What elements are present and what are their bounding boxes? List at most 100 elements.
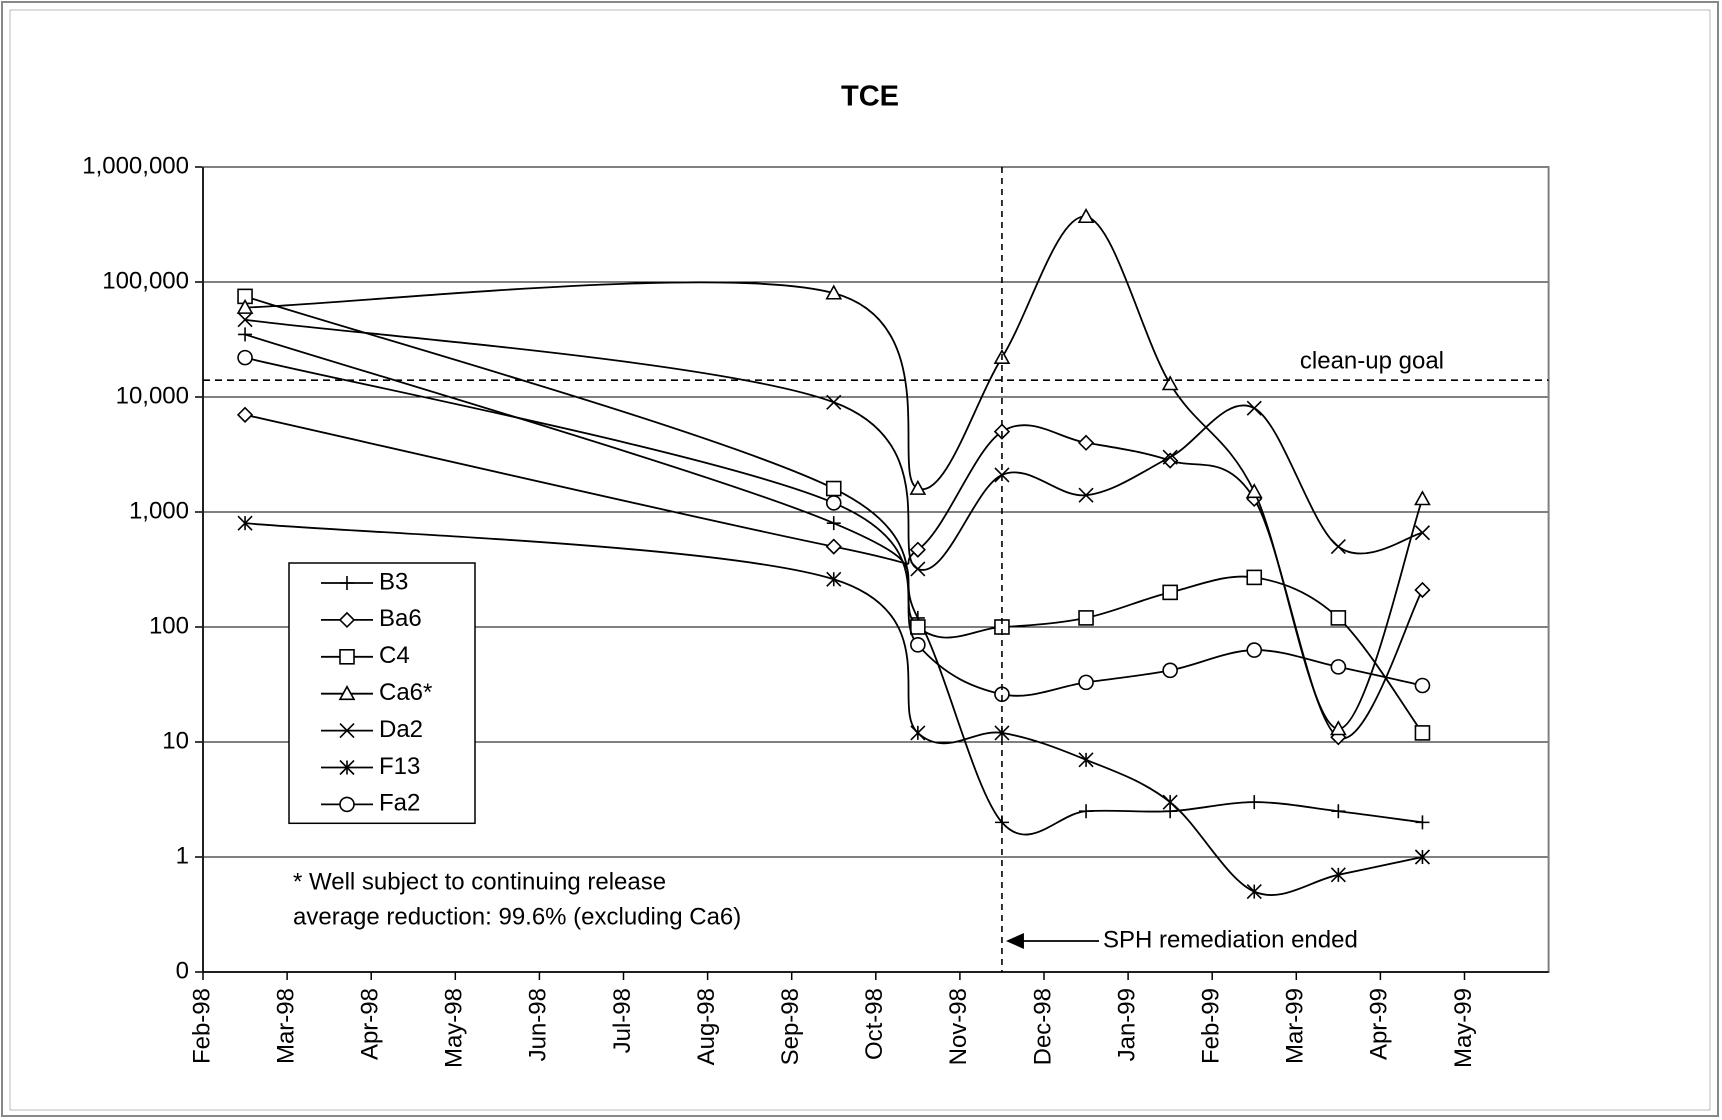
- marker: [339, 759, 355, 776]
- marker: [339, 723, 355, 739]
- note: * Well subject to continuing release: [293, 868, 666, 895]
- x-tick-label: Mar-99: [1282, 988, 1309, 1064]
- marker: [1246, 884, 1262, 900]
- marker: [1079, 804, 1094, 819]
- marker: [1246, 642, 1263, 658]
- y-tick-label: 1,000,000: [82, 152, 189, 179]
- remediation-arrow-head: [1005, 933, 1024, 949]
- x-tick-label: Apr-98: [357, 988, 384, 1060]
- marker: [1162, 662, 1178, 679]
- legend-box: [288, 562, 476, 825]
- marker: [826, 571, 842, 587]
- y-tick-label: 10: [162, 727, 189, 754]
- x-tick-label: Feb-99: [1198, 988, 1225, 1064]
- marker: [1078, 674, 1094, 691]
- y-tick-label: 10,000: [116, 382, 189, 409]
- marker: [1078, 752, 1094, 768]
- marker: [1414, 677, 1431, 694]
- marker: [1414, 525, 1431, 541]
- series-line: [245, 215, 1424, 730]
- marker: [1077, 434, 1095, 451]
- x-tick-label: Mar-98: [272, 988, 299, 1064]
- legend-label: Ba6: [379, 605, 422, 632]
- marker: [1330, 610, 1347, 626]
- marker: [339, 796, 355, 813]
- marker: [1331, 804, 1346, 819]
- x-tick-label: Aug-98: [693, 988, 720, 1065]
- legend: B3 Ba6 C4 Ca6* Da2 F13 Fa2: [288, 562, 476, 825]
- x-tick-label: Jan-99: [1113, 988, 1140, 1061]
- x-tick-label: Sep-98: [777, 988, 804, 1065]
- inner-frame: [9, 9, 1711, 1111]
- marker: [1246, 569, 1263, 586]
- marker: [994, 467, 1010, 483]
- cleanup-goal-label: clean-up goal: [1300, 348, 1444, 375]
- marker: [1329, 720, 1347, 736]
- legend-label: Fa2: [379, 790, 420, 817]
- marker: [1414, 725, 1431, 741]
- marker: [236, 298, 254, 314]
- marker: [340, 576, 354, 590]
- marker: [1414, 581, 1431, 599]
- x-tick-label: Oct-98: [861, 988, 888, 1060]
- y-tick-label: 0: [176, 957, 189, 984]
- marker: [1162, 449, 1178, 465]
- marker: [338, 685, 356, 701]
- x-tick-label: May-98: [441, 988, 468, 1068]
- y-tick-label: 1,000: [129, 497, 189, 524]
- marker: [1161, 375, 1179, 391]
- marker: [1330, 659, 1347, 675]
- x-tick-label: Dec-98: [1029, 988, 1056, 1065]
- y-tick-label: 100,000: [102, 267, 189, 294]
- marker: [338, 611, 356, 629]
- legend-label: F13: [379, 753, 420, 780]
- marker: [1162, 452, 1179, 469]
- legend-label: Da2: [379, 716, 423, 743]
- marker: [826, 516, 841, 531]
- x-tick-label: Jul-98: [609, 988, 636, 1053]
- marker: [1162, 584, 1178, 601]
- y-tick-label: 100: [149, 612, 189, 639]
- marker: [1162, 794, 1178, 810]
- marker: [1078, 487, 1094, 503]
- remediation-label: SPH remediation ended: [1103, 926, 1358, 953]
- marker: [910, 619, 926, 635]
- marker: [237, 349, 253, 366]
- marker: [825, 495, 842, 511]
- marker: [1415, 815, 1430, 830]
- marker: [1330, 539, 1346, 555]
- x-tick-label: Feb-98: [188, 988, 215, 1064]
- marker: [1414, 849, 1431, 865]
- x-tick-label: Apr-99: [1366, 988, 1393, 1060]
- marker: [825, 480, 842, 497]
- marker: [237, 312, 253, 328]
- marker: [826, 394, 842, 410]
- marker: [825, 284, 843, 300]
- x-tick-label: Jun-98: [525, 988, 552, 1061]
- y-tick-label: 1: [176, 842, 189, 869]
- marker: [237, 515, 253, 531]
- note: average reduction: 99.6% (excluding Ca6): [293, 903, 741, 930]
- marker: [238, 327, 253, 342]
- marker: [1078, 610, 1094, 626]
- marker: [909, 541, 926, 558]
- marker: [339, 648, 355, 665]
- marker: [1414, 490, 1431, 506]
- marker: [910, 561, 926, 577]
- series-line: [244, 522, 1423, 896]
- marker: [1077, 208, 1095, 224]
- marker: [1245, 483, 1263, 499]
- x-tick-label: Nov-98: [945, 988, 972, 1065]
- marker: [825, 538, 842, 555]
- marker: [1247, 795, 1262, 810]
- marker: [909, 479, 927, 495]
- marker: [1246, 400, 1262, 416]
- legend-label: C4: [379, 642, 410, 669]
- marker: [910, 725, 926, 741]
- marker: [236, 406, 254, 423]
- marker: [1330, 867, 1346, 883]
- series-line: [244, 295, 1424, 734]
- marker: [910, 637, 926, 653]
